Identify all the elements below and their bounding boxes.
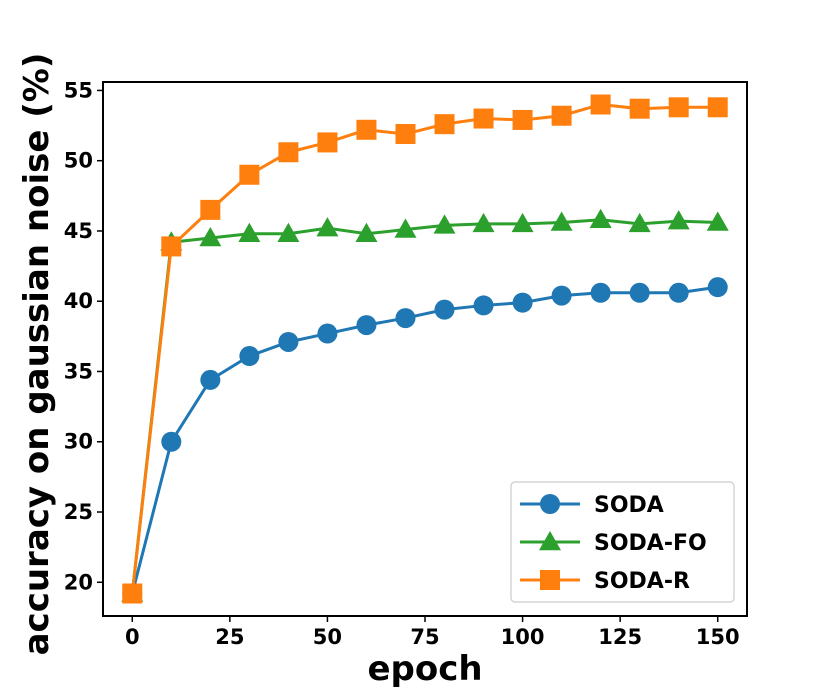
y-tick-label: 30 [64, 430, 93, 454]
x-axis-title: epoch [367, 649, 482, 689]
data-point-soda [629, 282, 650, 303]
data-point-soda [200, 369, 221, 390]
y-tick-label: 45 [64, 219, 93, 243]
legend-marker-soda-r [540, 570, 560, 590]
data-point-soda [434, 299, 455, 320]
data-point-soda-r [629, 98, 650, 119]
legend-marker-soda [540, 494, 560, 514]
data-point-soda-r [200, 199, 221, 220]
data-point-soda-r [395, 123, 416, 144]
data-point-soda-fo [316, 217, 339, 237]
data-point-soda-r [122, 583, 143, 604]
legend-box [510, 481, 735, 603]
data-point-soda [356, 315, 377, 336]
y-axis-title: accuracy on gaussian noise (%) [17, 53, 57, 656]
data-point-soda-fo [472, 212, 495, 233]
data-point-soda-fo [511, 212, 534, 233]
data-point-soda [551, 285, 572, 306]
data-point-soda-fo [238, 222, 261, 243]
data-point-soda-fo [277, 222, 300, 243]
data-point-soda-r [707, 97, 728, 118]
data-point-soda-r [161, 236, 182, 257]
data-point-soda [668, 282, 689, 303]
y-tick-label: 50 [64, 149, 93, 173]
legend: SODA SODA-FO SODA-R [510, 481, 735, 603]
x-tick-label: 50 [313, 625, 342, 649]
y-tick-label: 25 [64, 500, 93, 524]
legend-item-soda-fo: SODA-FO [520, 531, 707, 556]
plot-frame [102, 81, 748, 617]
data-point-soda [707, 277, 728, 298]
data-point-soda-r [356, 119, 377, 140]
data-point-soda-fo [667, 210, 690, 230]
data-point-soda-r [590, 94, 611, 115]
data-point-soda [590, 282, 611, 303]
data-point-soda-r [434, 114, 455, 135]
data-point-soda [317, 323, 338, 344]
legend-marker-soda-fo [539, 531, 561, 551]
x-axis-ticks: 0 25 50 75 100 125 150 [125, 616, 740, 649]
x-tick-label: 25 [215, 625, 244, 649]
x-tick-label: 75 [410, 625, 439, 649]
data-point-soda [239, 346, 260, 367]
series-line-soda [130, 285, 718, 594]
y-tick-label: 55 [64, 78, 93, 102]
data-point-soda-r [551, 105, 572, 126]
data-point-soda-fo [199, 226, 222, 247]
x-tick-label: 0 [125, 625, 140, 649]
y-tick-label: 40 [64, 289, 93, 313]
data-point-soda-r [668, 97, 689, 118]
data-point-soda [512, 292, 533, 313]
data-point-soda-r [317, 132, 338, 153]
data-point-soda-fo [589, 208, 612, 228]
legend-label: SODA [594, 493, 664, 518]
data-point-soda-r [512, 109, 533, 130]
data-point-soda-fo [706, 211, 729, 231]
y-axis-ticks: 20 25 30 35 40 45 50 55 [64, 78, 103, 594]
data-point-soda-fo [433, 214, 456, 234]
legend-item-soda-r: SODA-R [520, 569, 690, 594]
legend-item-soda: SODA [520, 493, 664, 518]
x-tick-label: 100 [501, 625, 545, 649]
series-layer [121, 94, 729, 604]
legend-label: SODA-FO [594, 531, 707, 556]
data-point-soda-fo [550, 211, 573, 231]
series-line-soda-fo [130, 218, 718, 594]
data-point-soda-r [473, 108, 494, 129]
data-point-soda-r [239, 164, 260, 185]
x-tick-label: 125 [598, 625, 642, 649]
data-point-soda-fo [394, 218, 417, 238]
legend-label: SODA-R [594, 569, 690, 594]
x-tick-label: 150 [696, 625, 740, 649]
data-point-soda [395, 308, 416, 329]
series-line-soda-r [130, 102, 718, 594]
data-point-soda [278, 331, 299, 352]
y-tick-label: 35 [64, 359, 93, 383]
data-point-soda-r [278, 142, 299, 163]
data-point-soda-fo [628, 212, 651, 233]
series-soda-r [122, 94, 728, 604]
data-point-soda [473, 295, 494, 316]
data-point-soda-fo [355, 222, 378, 243]
data-point-soda [161, 431, 182, 452]
y-tick-label: 20 [64, 570, 93, 594]
